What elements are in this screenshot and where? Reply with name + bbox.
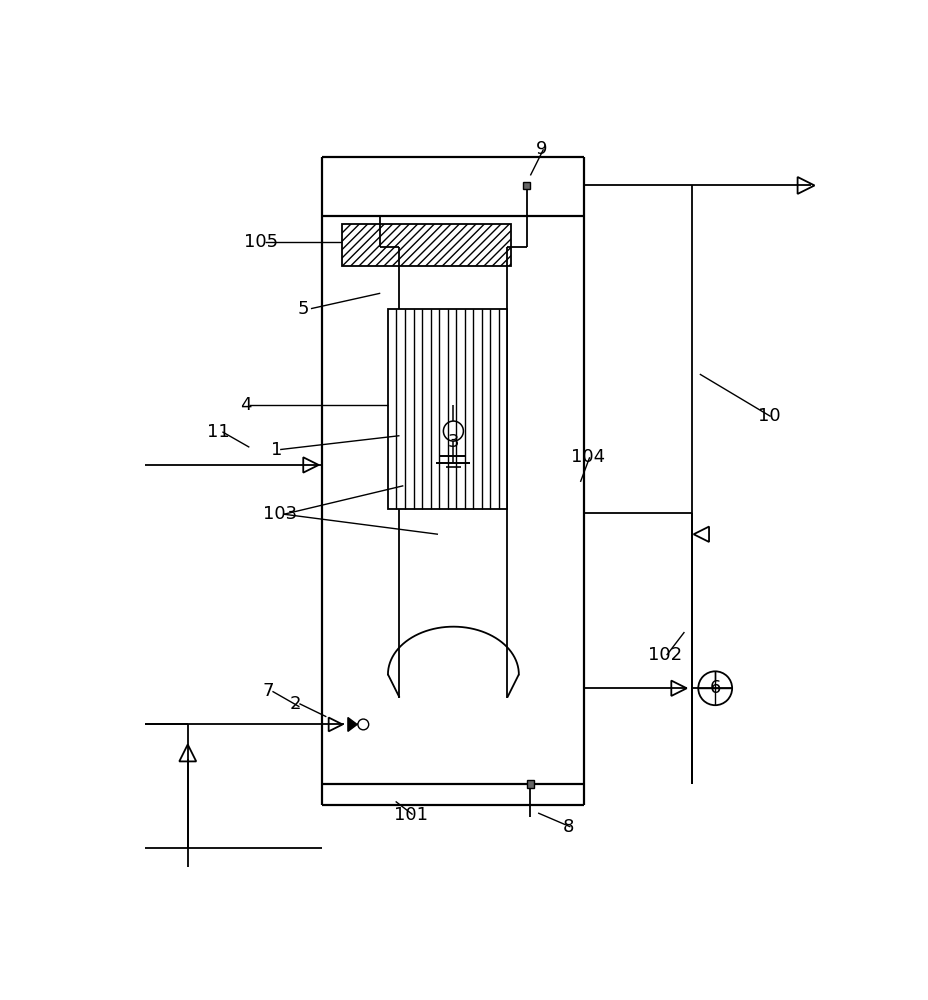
Text: 10: 10 — [757, 407, 780, 425]
Bar — [522, 182, 530, 189]
Bar — [342, 224, 510, 266]
Text: 4: 4 — [239, 396, 251, 414]
Text: 105: 105 — [243, 233, 277, 251]
Text: 5: 5 — [297, 300, 309, 318]
Text: 6: 6 — [709, 679, 720, 697]
Text: 9: 9 — [535, 140, 548, 158]
Text: 11: 11 — [207, 423, 229, 441]
Bar — [388, 309, 507, 509]
Text: 7: 7 — [263, 682, 274, 700]
Text: 8: 8 — [562, 818, 574, 836]
Text: 3: 3 — [447, 433, 458, 451]
Text: 104: 104 — [571, 448, 604, 466]
Polygon shape — [347, 718, 356, 731]
Text: 101: 101 — [393, 806, 428, 824]
Text: 103: 103 — [263, 505, 297, 523]
Text: 1: 1 — [270, 441, 282, 459]
Text: 102: 102 — [648, 646, 681, 664]
Bar — [526, 780, 534, 788]
Text: 2: 2 — [290, 695, 301, 713]
